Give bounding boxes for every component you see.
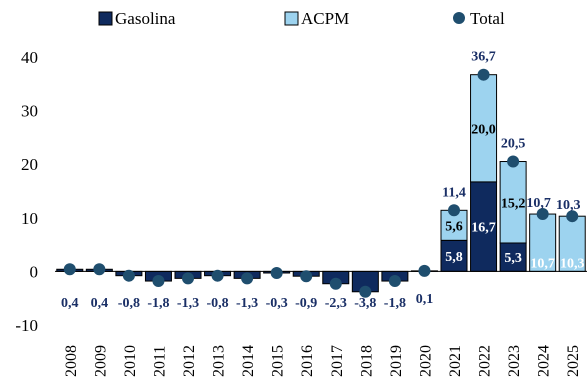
x-tick-label-2011: 2011 <box>151 346 168 377</box>
total-label-2011: -1,8 <box>147 296 169 311</box>
total-label-2008: 0,4 <box>61 296 79 311</box>
x-tick-label-2017: 2017 <box>329 345 346 377</box>
total-label-2012: -1,3 <box>177 296 199 311</box>
total-label-2017: -2,3 <box>325 296 347 311</box>
total-marker-2018 <box>359 285 372 298</box>
legend-label-gasolina: Gasolina <box>115 9 176 28</box>
segment-label-acpm-2022: 20,0 <box>471 122 496 137</box>
total-marker-2013 <box>211 269 224 282</box>
segment-label-acpm-2021: 5,6 <box>445 219 463 234</box>
legend-swatch-gasolina <box>98 11 113 26</box>
legend-label-acpm: ACPM <box>301 9 349 28</box>
total-marker-2019 <box>388 275 401 288</box>
bar-acpm-2025 <box>558 215 586 272</box>
segment-label-gasolina-2022: 16,7 <box>471 221 496 236</box>
legend-swatch-acpm <box>284 11 299 26</box>
x-tick-label-2024: 2024 <box>536 345 553 377</box>
total-marker-2023 <box>507 155 520 168</box>
y-tick-label: -10 <box>15 316 38 335</box>
segment-label-gasolina-2023: 5,3 <box>504 251 522 266</box>
x-tick-label-2020: 2020 <box>417 345 434 377</box>
total-label-2014: -1,3 <box>236 296 258 311</box>
total-label-2020: 0,1 <box>416 292 434 307</box>
x-axis: 2008 2009 2010 2011 2012 2013 2014 2015 2016 2017… <box>55 270 587 377</box>
total-markers <box>63 68 579 298</box>
total-marker-2010 <box>122 269 135 282</box>
legend-marker-total <box>453 12 465 24</box>
segment-label-gasolina-2025: 10,3 <box>560 256 585 271</box>
total-marker-2020 <box>418 264 431 277</box>
total-label-2023: 20,5 <box>501 137 526 152</box>
segment-label-gasolina-2024: 10,7 <box>530 256 555 271</box>
x-tick-label-2012: 2012 <box>181 345 198 377</box>
total-label-2024: 10,7 <box>526 196 551 211</box>
x-tick-label-2021: 2021 <box>447 345 464 377</box>
total-label-2013: -0,8 <box>206 296 228 311</box>
total-label-2022: 36,7 <box>471 50 496 65</box>
x-tick-label-2022: 2022 <box>477 345 494 377</box>
x-tick-label-2014: 2014 <box>240 345 257 377</box>
y-tick-label: 40 <box>21 48 38 67</box>
total-marker-2009 <box>93 263 106 276</box>
x-tick-label-2019: 2019 <box>388 345 405 377</box>
y-tick-label: 10 <box>21 209 38 228</box>
total-marker-2025 <box>566 210 579 223</box>
total-marker-2014 <box>241 272 254 285</box>
x-tick-label-2013: 2013 <box>211 345 228 377</box>
total-label-2010: -0,8 <box>118 296 140 311</box>
total-label-2018: -3,8 <box>354 296 376 311</box>
x-tick-label-2025: 2025 <box>565 345 582 377</box>
bar-gasolina-2022 <box>470 181 498 272</box>
y-axis: -10 0 10 20 30 40 <box>15 48 38 335</box>
bar-acpm-2023 <box>499 161 527 244</box>
y-tick-label: 20 <box>21 155 38 174</box>
x-tick-label-2015: 2015 <box>270 345 287 377</box>
total-label-2025: 10,3 <box>556 198 581 213</box>
x-tick-label-2023: 2023 <box>506 345 523 377</box>
data-labels: 0,4 0,4 -0,8 -1,8 -1,3 -0,8 -1,3 -0,3 -0,9 -2,3 -3… <box>61 50 584 311</box>
total-marker-2017 <box>329 277 342 290</box>
total-marker-2008 <box>63 263 76 276</box>
x-tick-label-2010: 2010 <box>122 345 139 377</box>
legend-label-total: Total <box>470 9 505 28</box>
x-tick-label-2008: 2008 <box>63 345 80 377</box>
total-label-2015: -0,3 <box>266 296 288 311</box>
total-marker-2011 <box>152 275 165 288</box>
x-tick-label-2009: 2009 <box>92 345 109 377</box>
total-marker-2024 <box>536 208 549 221</box>
total-label-2019: -1,8 <box>384 296 406 311</box>
bar-acpm-2024 <box>529 213 557 272</box>
segment-label-acpm-2023: 15,2 <box>501 196 526 211</box>
legend: Gasolina ACPM Total <box>98 9 505 28</box>
bar-gasolina-2021 <box>440 239 468 272</box>
y-tick-label: 0 <box>30 262 39 281</box>
bar-acpm-2022 <box>470 74 498 183</box>
segment-label-gasolina-2021: 5,8 <box>445 250 463 265</box>
total-marker-2016 <box>300 270 313 283</box>
total-marker-2015 <box>270 267 283 280</box>
x-tick-label-2018: 2018 <box>358 345 375 377</box>
x-tick-label-2016: 2016 <box>299 345 316 377</box>
total-label-2021: 11,4 <box>442 185 466 200</box>
total-label-2009: 0,4 <box>91 296 109 311</box>
total-label-2016: -0,9 <box>295 296 317 311</box>
total-marker-2021 <box>448 204 460 217</box>
total-marker-2012 <box>182 272 194 285</box>
y-tick-label: 30 <box>21 102 38 121</box>
total-marker-2022 <box>477 68 490 81</box>
